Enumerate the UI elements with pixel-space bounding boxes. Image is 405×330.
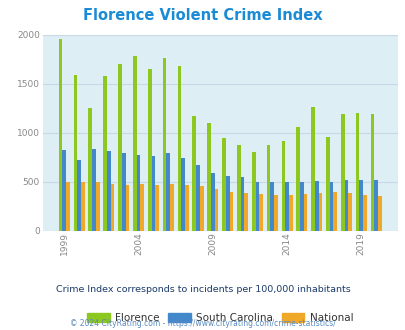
Bar [136, 155, 140, 231]
Bar [111, 184, 114, 231]
Bar [266, 145, 270, 231]
Bar [140, 184, 144, 231]
Bar [340, 114, 344, 231]
Bar [211, 173, 214, 231]
Bar [370, 114, 373, 231]
Bar [207, 123, 211, 231]
Bar [214, 189, 218, 231]
Bar [59, 39, 62, 231]
Bar [125, 185, 129, 231]
Bar [73, 75, 77, 231]
Bar [133, 56, 136, 231]
Bar [333, 192, 337, 231]
Bar [270, 182, 273, 231]
Bar [107, 151, 111, 231]
Bar [377, 196, 381, 231]
Bar [147, 69, 151, 231]
Bar [81, 182, 85, 231]
Bar [229, 192, 233, 231]
Bar [325, 137, 329, 231]
Bar [192, 116, 196, 231]
Bar [166, 153, 170, 231]
Bar [311, 107, 314, 231]
Bar [118, 64, 122, 231]
Bar [170, 184, 173, 231]
Bar [329, 182, 333, 231]
Bar [362, 195, 366, 231]
Bar [373, 180, 377, 231]
Bar [251, 152, 255, 231]
Bar [162, 58, 166, 231]
Text: Florence Violent Crime Index: Florence Violent Crime Index [83, 8, 322, 23]
Bar [151, 156, 155, 231]
Bar [237, 145, 240, 231]
Bar [285, 182, 288, 231]
Legend: Florence, South Carolina, National: Florence, South Carolina, National [85, 311, 354, 325]
Bar [66, 182, 70, 231]
Bar [96, 182, 99, 231]
Bar [62, 150, 66, 231]
Bar [103, 76, 107, 231]
Bar [196, 165, 199, 231]
Bar [199, 186, 203, 231]
Bar [273, 195, 277, 231]
Text: Crime Index corresponds to incidents per 100,000 inhabitants: Crime Index corresponds to incidents per… [55, 285, 350, 294]
Bar [88, 108, 92, 231]
Bar [255, 182, 259, 231]
Bar [155, 185, 159, 231]
Bar [177, 66, 181, 231]
Bar [122, 153, 125, 231]
Bar [259, 194, 262, 231]
Bar [299, 182, 303, 231]
Bar [225, 176, 229, 231]
Bar [222, 138, 225, 231]
Bar [347, 193, 351, 231]
Bar [355, 113, 358, 231]
Bar [288, 195, 292, 231]
Bar [77, 160, 81, 231]
Bar [358, 180, 362, 231]
Bar [181, 158, 185, 231]
Bar [303, 194, 307, 231]
Text: © 2024 CityRating.com - https://www.cityrating.com/crime-statistics/: © 2024 CityRating.com - https://www.city… [70, 319, 335, 328]
Bar [240, 177, 244, 231]
Bar [314, 181, 318, 231]
Bar [296, 127, 299, 231]
Bar [92, 148, 96, 231]
Bar [318, 193, 322, 231]
Bar [244, 193, 247, 231]
Bar [185, 185, 188, 231]
Bar [281, 141, 285, 231]
Bar [344, 180, 347, 231]
